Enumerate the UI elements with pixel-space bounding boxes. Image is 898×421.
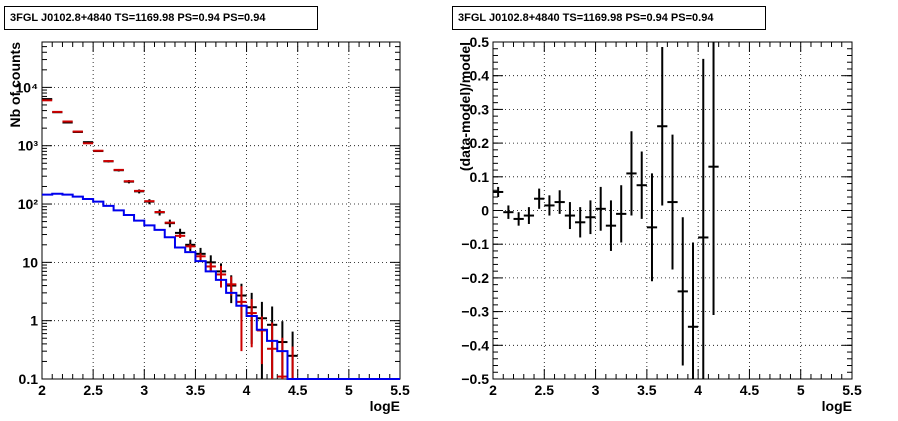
right-chart-title: 3FGL J0102.8+4840 TS=1169.98 PS=0.94 PS=… <box>452 6 766 30</box>
residual-point <box>493 186 504 198</box>
y-axis-title: (data-model)/model <box>457 42 473 171</box>
y-tick-label: 0.3 <box>470 101 490 117</box>
model-total-point <box>287 346 298 380</box>
x-tick-label: 5 <box>797 382 805 398</box>
x-tick-label: 2.5 <box>83 382 103 398</box>
y-tick-label: 1 <box>30 313 38 329</box>
x-tick-label: 5.5 <box>390 382 410 398</box>
x-tick-label: 4 <box>243 382 251 398</box>
residual-point <box>636 151 647 219</box>
x-tick-label: 2.5 <box>535 382 555 398</box>
left-chart-title: 3FGL J0102.8+4840 TS=1169.98 PS=0.94 PS=… <box>4 6 318 30</box>
y-tick-label: −0.2 <box>461 270 489 286</box>
grid <box>42 42 400 379</box>
residual-point <box>523 207 535 224</box>
model-total-point <box>195 253 206 260</box>
y-tick-label: 0 <box>481 203 489 219</box>
x-axis-title: logE <box>822 398 852 414</box>
residual-point <box>605 200 617 251</box>
y-tick-label: 0.1 <box>470 169 490 185</box>
residual-point <box>667 134 678 270</box>
y-tick-label: 10² <box>18 196 39 212</box>
residual-point <box>503 205 514 219</box>
y-tick-label: 10⁴ <box>16 79 39 95</box>
model-total-point <box>185 244 196 249</box>
y-tick-label: 10³ <box>18 138 39 154</box>
residual-point <box>677 217 688 366</box>
y-tick-label: 0.2 <box>470 135 490 151</box>
residual-point <box>534 188 545 209</box>
model-total-point <box>267 322 278 379</box>
x-tick-label: 2 <box>489 382 497 398</box>
residual-point <box>687 242 699 379</box>
x-tick-label: 4 <box>694 382 702 398</box>
model-total-point <box>174 233 186 238</box>
model-source-step-line <box>42 192 400 380</box>
model-total-point <box>256 316 268 365</box>
residual-point <box>544 195 555 216</box>
model-total-point <box>236 286 247 352</box>
model_total-series <box>42 99 298 380</box>
residual-point <box>657 47 668 206</box>
residual-point <box>708 42 719 315</box>
x-tick-label: 3.5 <box>186 382 206 398</box>
residual-point <box>595 186 606 231</box>
y-tick-label: −0.4 <box>461 337 489 353</box>
y-tick-label: −0.3 <box>461 304 489 320</box>
y-axis-title: Nb of counts <box>7 42 23 128</box>
grid <box>493 42 852 379</box>
x-axis-title: logE <box>370 398 400 414</box>
residual-point <box>513 212 524 226</box>
model-total-point <box>246 299 257 348</box>
y-tick-label: −0.5 <box>461 371 489 387</box>
data-point <box>42 98 53 101</box>
x-tick-label: 3 <box>140 382 148 398</box>
model_source-series <box>42 192 400 380</box>
x-tick-label: 3 <box>592 382 600 398</box>
x-tick-label: 5 <box>345 382 353 398</box>
residual-point <box>554 190 565 214</box>
x-tick-label: 3.5 <box>637 382 657 398</box>
y-tick-label: −0.1 <box>461 236 489 252</box>
residual-point <box>698 58 709 379</box>
model-total-point <box>277 337 288 379</box>
x-tick-label: 4.5 <box>288 382 308 398</box>
model-total-point <box>205 262 216 272</box>
x-tick-label: 4.5 <box>740 382 760 398</box>
plot-frame <box>41 41 401 380</box>
y-tick-label: 10 <box>22 254 38 270</box>
residual-point <box>585 200 596 235</box>
y-tick-label: 0.1 <box>19 371 39 387</box>
residual-point <box>575 207 586 238</box>
data-series <box>42 98 298 379</box>
residual-point <box>564 202 576 230</box>
residuals-series <box>493 42 719 379</box>
y-tick-label: 0.4 <box>470 68 490 84</box>
model-total-point <box>215 265 227 288</box>
residual-point <box>646 173 658 282</box>
x-tick-label: 5.5 <box>842 382 862 398</box>
x-tick-label: 2 <box>38 382 46 398</box>
y-tick-label: 0.5 <box>470 34 490 50</box>
residual-point <box>616 185 627 243</box>
residual-point <box>626 131 637 216</box>
